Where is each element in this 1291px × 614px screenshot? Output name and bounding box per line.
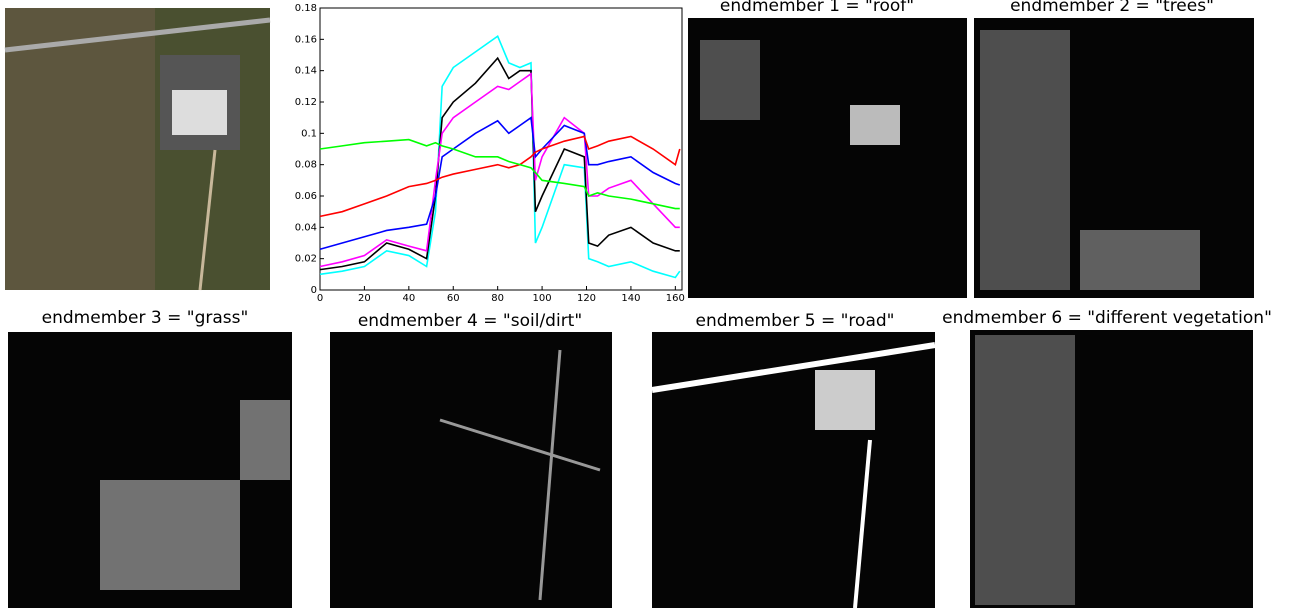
x-tick-label: 140 <box>621 293 640 304</box>
abundance-map <box>688 18 967 298</box>
spectrum-line <box>319 138 680 210</box>
panel-title: endmember 3 = "grass" <box>42 308 249 328</box>
y-tick-label: 0.06 <box>295 191 317 202</box>
x-tick-label: 160 <box>666 293 685 304</box>
y-tick-label: 0.12 <box>295 97 317 108</box>
y-tick-label: 0.18 <box>295 3 317 14</box>
x-tick-label: 20 <box>358 293 371 304</box>
x-tick-label: 60 <box>447 293 460 304</box>
abundance-map <box>974 18 1254 298</box>
panel-title: endmember 5 = "road" <box>696 311 895 331</box>
spectrum-line <box>319 56 680 271</box>
x-tick-label: 0 <box>317 293 323 304</box>
y-tick-label: 0 <box>311 285 317 296</box>
panel-title: endmember 6 = "different vegetation" <box>942 308 1272 328</box>
abundance-map <box>330 332 612 608</box>
y-tick-label: 0.02 <box>295 254 317 265</box>
spectrum-line <box>319 116 681 251</box>
plot-frame <box>319 7 683 291</box>
y-tick-label: 0.04 <box>295 222 317 233</box>
spectrum-line <box>319 34 681 279</box>
panel-title: endmember 4 = "soil/dirt" <box>358 311 582 331</box>
x-tick-label: 100 <box>533 293 552 304</box>
spectrum-line <box>319 72 680 268</box>
panel-title: endmember 2 = "trees" <box>1010 0 1214 16</box>
y-tick-label: 0.14 <box>295 66 317 77</box>
y-tick-label: 0.08 <box>295 160 317 171</box>
y-tick-label: 0.16 <box>295 34 317 45</box>
y-tick-label: 0.1 <box>301 128 317 139</box>
x-tick-label: 40 <box>402 293 415 304</box>
panel-title: endmember 1 = "roof" <box>720 0 914 16</box>
abundance-map <box>651 332 936 609</box>
x-tick-label: 80 <box>491 293 504 304</box>
abundance-map <box>970 330 1253 608</box>
rgb-image <box>4 8 271 291</box>
x-tick-label: 120 <box>577 293 596 304</box>
abundance-map <box>8 332 292 608</box>
